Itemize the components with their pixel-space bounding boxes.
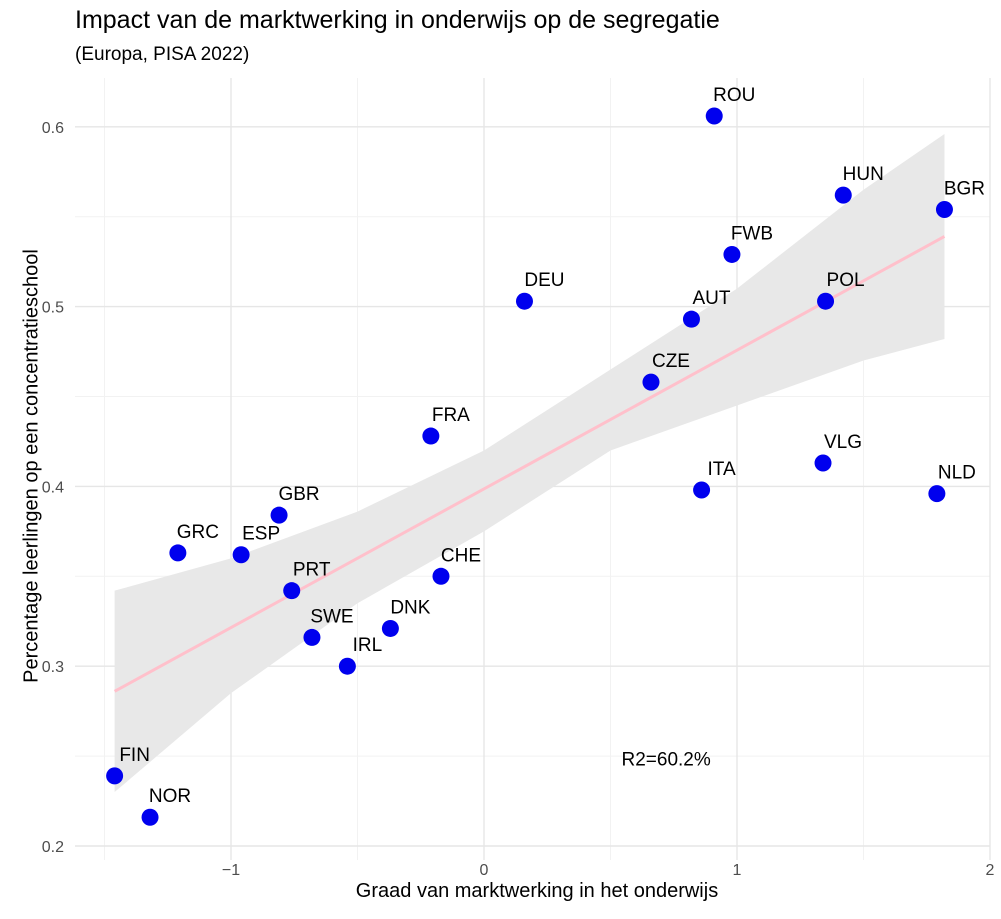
data-label-gbr: GBR	[278, 484, 319, 505]
data-label-swe: SWE	[310, 606, 353, 627]
data-point-deu	[515, 292, 533, 310]
x-axis-label: Graad van marktwerking in het onderwijs	[355, 880, 719, 902]
y-tick-label: 0.6	[42, 120, 64, 137]
data-point-vlg	[814, 454, 832, 472]
data-label-aut: AUT	[692, 288, 730, 309]
data-label-esp: ESP	[242, 524, 280, 545]
data-point-hun	[834, 186, 852, 204]
data-point-bgr	[935, 201, 953, 219]
data-label-prt: PRT	[293, 560, 331, 581]
data-label-dnk: DNK	[390, 597, 430, 618]
data-point-swe	[303, 628, 321, 646]
y-tick-label: 0.4	[42, 479, 64, 496]
data-point-che	[432, 567, 450, 585]
data-label-fra: FRA	[432, 405, 470, 426]
data-point-cze	[642, 373, 660, 391]
data-label-nor: NOR	[149, 786, 191, 807]
data-label-fwb: FWB	[731, 223, 773, 244]
x-tick-label: −1	[222, 862, 240, 879]
y-tick-label: 0.2	[42, 839, 64, 856]
data-label-vlg: VLG	[824, 432, 862, 453]
data-label-bgr: BGR	[944, 179, 985, 200]
data-point-nld	[928, 485, 946, 503]
data-point-fra	[422, 427, 440, 445]
data-point-fwb	[723, 245, 741, 263]
data-label-fin: FIN	[119, 745, 150, 766]
data-point-rou	[705, 107, 723, 125]
data-point-ita	[693, 481, 711, 499]
data-label-che: CHE	[441, 545, 481, 566]
data-point-aut	[682, 310, 700, 328]
x-tick-label: 2	[986, 862, 995, 879]
data-label-hun: HUN	[843, 164, 884, 185]
data-point-irl	[338, 657, 356, 675]
y-tick-label: 0.3	[42, 659, 64, 676]
data-point-gbr	[270, 506, 288, 524]
data-point-pol	[817, 292, 835, 310]
x-tick-label: 1	[733, 862, 742, 879]
data-point-esp	[232, 546, 250, 564]
data-label-deu: DEU	[524, 270, 564, 291]
data-point-fin	[106, 767, 124, 785]
data-label-cze: CZE	[652, 351, 690, 372]
data-label-irl: IRL	[353, 635, 383, 656]
chart-subtitle: (Europa, PISA 2022)	[75, 44, 250, 65]
y-tick-label: 0.5	[42, 300, 64, 317]
data-label-rou: ROU	[713, 85, 755, 106]
chart-title: Impact van de marktwerking in onderwijs …	[75, 6, 720, 34]
data-label-pol: POL	[827, 270, 865, 291]
data-point-dnk	[381, 619, 399, 637]
data-point-grc	[169, 544, 187, 562]
data-label-nld: NLD	[938, 463, 976, 484]
x-tick-label: 0	[480, 862, 489, 879]
data-label-grc: GRC	[177, 522, 219, 543]
trend-line	[113, 235, 946, 693]
r2-annotation: R2=60.2%	[622, 750, 711, 771]
data-point-nor	[141, 808, 159, 826]
data-label-ita: ITA	[708, 459, 736, 480]
data-point-prt	[283, 582, 301, 600]
